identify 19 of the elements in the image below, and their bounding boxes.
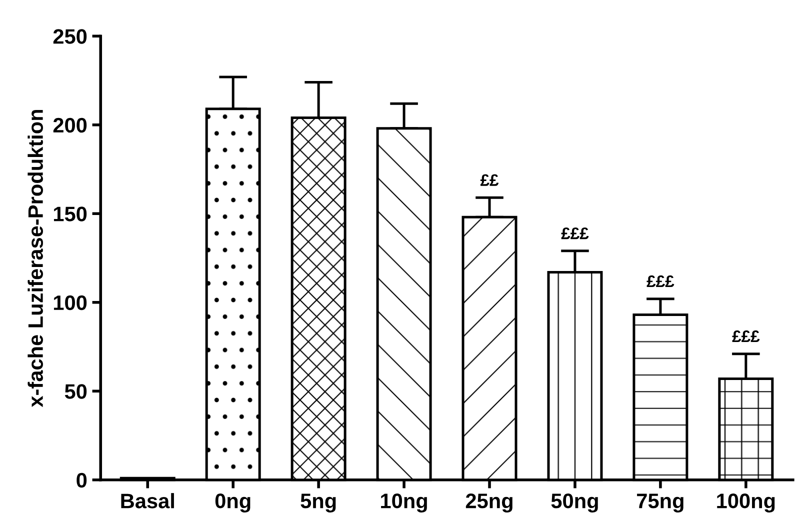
annotation: £££ [561,227,589,240]
x-tick-label: Basal [121,493,174,508]
x-tick-label: 0ng [215,494,250,512]
annotation: ££ [480,174,499,186]
y-tick-label: 250 [53,29,87,44]
x-tick-label: 5ng [300,494,336,512]
x-tick-label: 75ng [637,494,684,512]
y-tick-label: 50 [64,384,87,399]
x-tick-label: 50ng [551,494,598,512]
annotation: £££ [646,275,674,288]
y-tick-label: 0 [76,472,87,488]
x-tick-label: 10ng [381,494,427,512]
y-tick-label: 150 [54,206,87,222]
y-axis-title: x-fache Luziferase-Produktion [28,110,43,408]
annotation: £££ [732,330,760,342]
x-tick-label: 25ng [466,494,512,512]
x-tick-label: 100ng [717,494,775,512]
y-tick-label: 100 [54,295,87,310]
y-tick-label: 200 [53,118,87,133]
